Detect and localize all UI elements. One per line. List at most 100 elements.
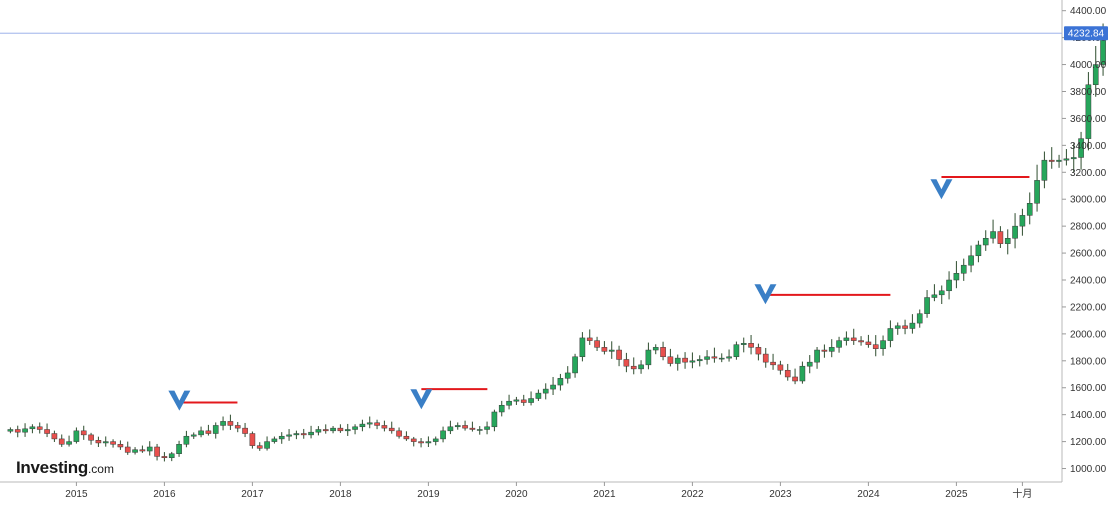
candle-body [674, 357, 681, 364]
candle-body [22, 428, 28, 433]
candle-body [1019, 215, 1026, 227]
last-price-label: 4232.84 [1068, 29, 1105, 40]
x-tick-label: 2019 [417, 489, 440, 500]
last-price-badge [1064, 26, 1108, 41]
candle-body [696, 359, 703, 362]
candle-body [572, 356, 578, 374]
x-tick-label: 2020 [505, 489, 528, 500]
candle-body [44, 429, 50, 434]
candle-body [682, 357, 688, 363]
x-tick-label: 2016 [153, 489, 176, 500]
candle-body [652, 347, 659, 351]
candle-body [1085, 84, 1092, 139]
candle-body [667, 356, 674, 364]
candle-body [762, 353, 769, 363]
candle-body [352, 426, 358, 430]
candle-body [366, 422, 373, 425]
candle-body [132, 449, 138, 453]
candle-body [1041, 159, 1048, 181]
candle-body [887, 328, 894, 341]
candle-body [542, 388, 549, 394]
candle-body [630, 365, 637, 370]
x-tick-label: 2017 [241, 489, 264, 500]
y-tick-label: 2400.00 [1070, 276, 1107, 287]
candles-layer [7, 23, 1106, 462]
candle-body [337, 427, 344, 432]
candle-body [755, 347, 762, 355]
candle-body [902, 325, 908, 329]
candle-body [1063, 158, 1070, 161]
candle-body [447, 426, 454, 432]
candle-body [264, 441, 270, 449]
candle-body [535, 392, 542, 399]
candle-body [190, 434, 197, 437]
candle-body [865, 341, 872, 345]
down-arrow-icon [168, 390, 191, 411]
y-tick-label: 2000.00 [1070, 329, 1107, 340]
y-tick-label: 2800.00 [1070, 222, 1107, 233]
candle-body [205, 430, 212, 434]
y-axis: 1000.00 1200.00 1400.00 1600.00 1800.00 2000.… [1061, 0, 1107, 482]
candle-body [806, 361, 813, 367]
x-tick-label: 2015 [65, 489, 88, 500]
y-tick-label: 2600.00 [1070, 249, 1107, 260]
down-arrow-icon [754, 284, 777, 305]
candle-body [58, 438, 65, 445]
candle-body [564, 372, 571, 379]
candle-body [66, 441, 72, 445]
annotations-layer [168, 175, 1030, 411]
candle-body [704, 356, 710, 360]
candle-body [872, 344, 879, 349]
candle-body [51, 433, 58, 440]
candle-body [711, 356, 718, 359]
y-tick-label: 1600.00 [1070, 383, 1107, 394]
candle-body [660, 347, 666, 358]
candle-body [975, 244, 982, 257]
candle-body [95, 440, 102, 444]
y-tick-label: 3600.00 [1070, 114, 1107, 125]
candle-body [359, 423, 366, 428]
candle-body [960, 264, 967, 274]
candle-body [843, 337, 850, 341]
candle-body [117, 444, 124, 448]
candle-body [938, 290, 945, 296]
candle-body [1092, 64, 1099, 86]
candle-body [154, 446, 160, 457]
candle-body [139, 449, 146, 452]
candle-body [894, 325, 901, 329]
candle-body [476, 429, 483, 431]
candle-body [271, 438, 278, 442]
candle-body [689, 360, 696, 363]
candle-body [102, 441, 109, 444]
candle-body [1034, 180, 1040, 204]
candle-body [623, 359, 630, 367]
x-tick-label: 2025 [945, 489, 968, 500]
y-tick-label: 4400.00 [1070, 6, 1107, 17]
candle-body [946, 279, 952, 292]
x-axis: 2015 2016 2017 2018 2019 2020 2021 2022 2023 2024… [0, 481, 1062, 500]
candle-body [469, 427, 476, 430]
candle-body [88, 434, 94, 441]
candle-body [931, 294, 938, 298]
candle-body [740, 343, 747, 345]
x-tick-label: 2022 [681, 489, 704, 500]
candle-body [176, 444, 182, 454]
candle-body [726, 356, 732, 359]
candle-body [14, 429, 21, 433]
candle-body [212, 425, 219, 434]
candle-body [462, 425, 468, 429]
x-tick-label: 2023 [769, 489, 792, 500]
candle-body [403, 435, 410, 440]
candle-body [344, 429, 351, 432]
candle-body [440, 430, 446, 440]
candle-body [770, 361, 776, 366]
x-tick-label: 2018 [329, 489, 352, 500]
candle-body [814, 349, 820, 363]
y-tick-label: 4000.00 [1070, 60, 1107, 71]
candle-body [718, 357, 725, 360]
candle-body [242, 427, 248, 434]
candle-body [286, 434, 292, 437]
candle-body [990, 231, 996, 239]
candle-body [616, 349, 622, 360]
